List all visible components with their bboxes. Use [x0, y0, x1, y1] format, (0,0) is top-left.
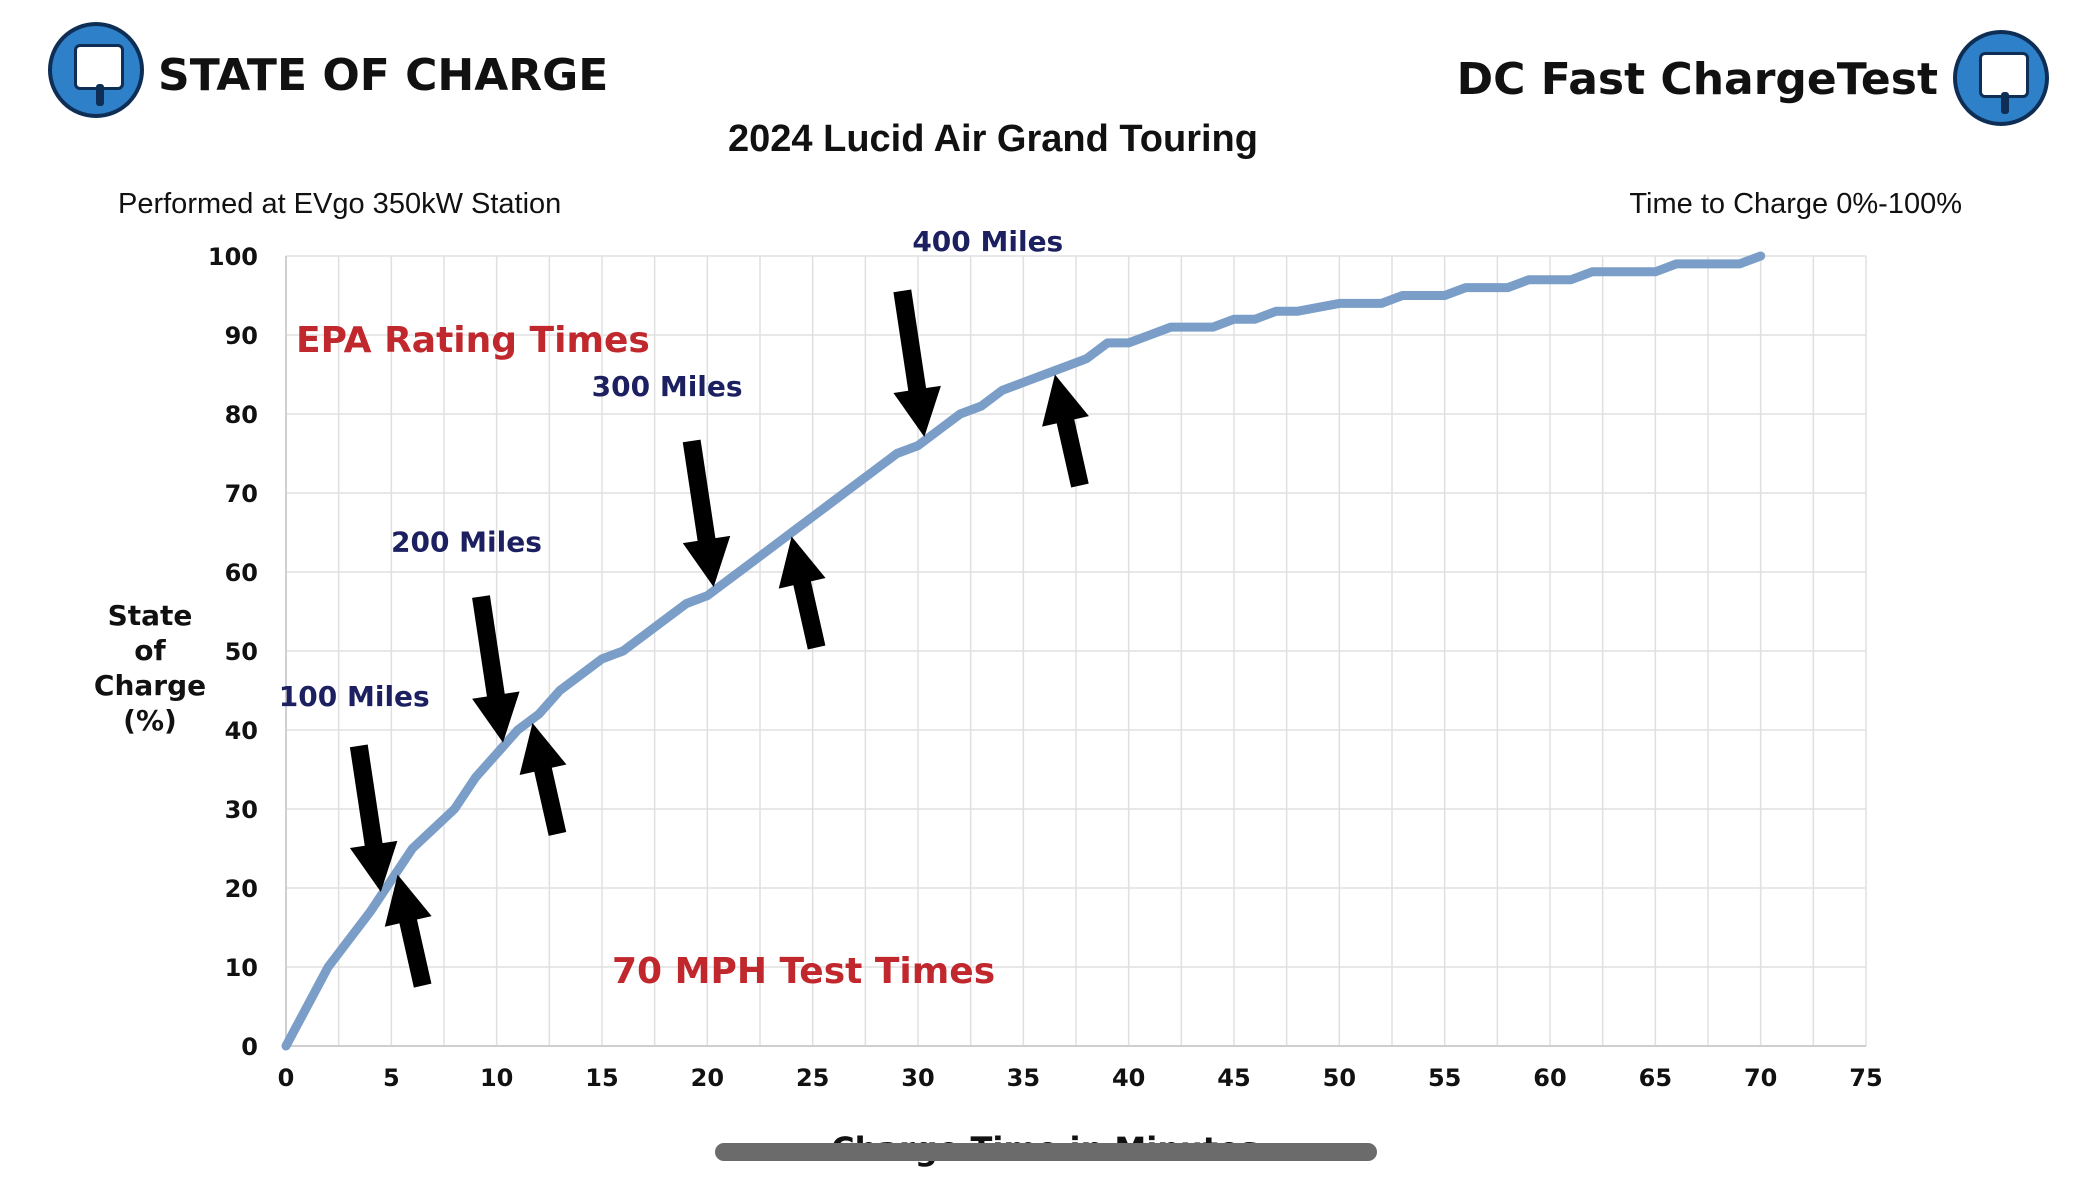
x-tick-label: 70	[1744, 1064, 1777, 1092]
y-tick-label: 40	[225, 717, 258, 745]
x-tick-label: 30	[901, 1064, 934, 1092]
test-arrow	[1042, 374, 1089, 488]
y-tick-label: 80	[225, 401, 258, 429]
x-tick-label: 40	[1112, 1064, 1145, 1092]
epa-arrow	[472, 595, 520, 743]
y-tick-label: 30	[225, 796, 258, 824]
x-tick-label: 10	[480, 1064, 513, 1092]
y-axis-label: Charge	[94, 669, 206, 702]
y-tick-label: 60	[225, 559, 258, 587]
y-tick-label: 0	[241, 1033, 258, 1061]
test-times-label: 70 MPH Test Times	[612, 951, 995, 992]
x-tick-label: 50	[1323, 1064, 1356, 1092]
y-tick-label: 100	[208, 243, 258, 271]
subtitle-time: Time to Charge 0%-100%	[1629, 188, 1962, 220]
miles-label: 100 Miles	[279, 680, 430, 713]
y-tick-label: 10	[225, 954, 258, 982]
x-tick-label: 5	[383, 1064, 400, 1092]
test-arrow	[384, 874, 432, 988]
y-tick-label: 90	[225, 322, 258, 350]
state-of-charge-logo-icon	[48, 22, 144, 118]
epa-arrow	[682, 439, 731, 587]
y-axis-label: of	[134, 634, 166, 667]
brand-right: DC Fast ChargeTest	[1456, 54, 1938, 105]
series-line	[281, 251, 1766, 1051]
horizontal-scrollbar[interactable]	[715, 1143, 1377, 1161]
y-tick-label: 70	[225, 480, 258, 508]
x-tick-label: 35	[1007, 1064, 1040, 1092]
chart-title: 2024 Lucid Air Grand Touring	[728, 118, 1258, 160]
x-tick-label: 60	[1533, 1064, 1566, 1092]
charger-logo-icon	[1953, 30, 2049, 126]
y-tick-label: 50	[225, 638, 258, 666]
x-tick-label: 45	[1217, 1064, 1250, 1092]
epa-rating-label: EPA Rating Times	[296, 320, 650, 361]
y-axis-label: (%)	[123, 704, 177, 737]
miles-label: 200 Miles	[391, 526, 542, 559]
x-tick-label: 15	[585, 1064, 618, 1092]
x-tick-label: 20	[691, 1064, 724, 1092]
x-tick-label: 55	[1428, 1064, 1461, 1092]
miles-label: 300 Miles	[592, 370, 743, 403]
x-tick-label: 75	[1849, 1064, 1882, 1092]
y-axis-label: State	[108, 599, 193, 632]
y-tick-label: 20	[225, 875, 258, 903]
subtitle-station: Performed at EVgo 350kW Station	[118, 188, 562, 220]
x-tick-label: 25	[796, 1064, 829, 1092]
brand-left: STATE OF CHARGE	[158, 50, 609, 101]
x-tick-label: 0	[278, 1064, 295, 1092]
x-tick-label: 65	[1639, 1064, 1672, 1092]
epa-arrow	[893, 289, 941, 437]
test-arrow	[778, 536, 826, 650]
test-arrow	[519, 722, 567, 836]
epa-arrow	[349, 744, 398, 892]
miles-label: 400 Miles	[912, 225, 1063, 258]
